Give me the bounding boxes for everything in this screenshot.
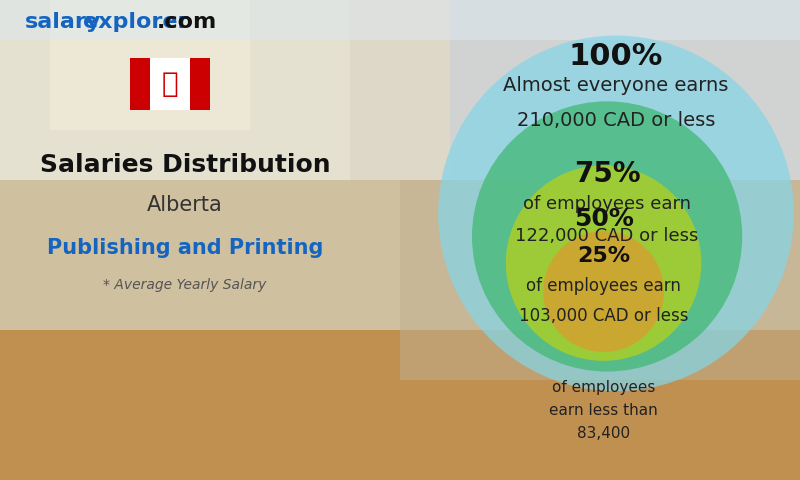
Circle shape (543, 231, 664, 352)
Bar (50, 0, 250, 130)
Text: 50%: 50% (574, 207, 634, 231)
Bar (0, 0, 800, 180)
Text: 25%: 25% (577, 246, 630, 266)
Text: of employees earn: of employees earn (523, 195, 691, 214)
Text: 210,000 CAD or less: 210,000 CAD or less (517, 111, 715, 131)
Bar (190, 58, 210, 110)
Text: earn less than: earn less than (549, 403, 658, 418)
Bar (0, 330, 800, 480)
Text: 103,000 CAD or less: 103,000 CAD or less (519, 308, 688, 325)
Text: 75%: 75% (574, 160, 641, 188)
Circle shape (506, 165, 702, 361)
Text: 83,400: 83,400 (577, 426, 630, 441)
Bar (400, 180, 800, 380)
Bar (0, 180, 800, 330)
Text: .com: .com (157, 12, 218, 32)
Text: Salaries Distribution: Salaries Distribution (40, 153, 330, 177)
Bar (450, 0, 800, 180)
Text: of employees earn: of employees earn (526, 277, 681, 295)
Circle shape (438, 36, 794, 391)
Text: Publishing and Printing: Publishing and Printing (47, 238, 323, 258)
Text: explorer: explorer (83, 12, 189, 32)
Text: 100%: 100% (569, 42, 663, 72)
Text: Almost everyone earns: Almost everyone earns (503, 76, 729, 95)
Text: salary: salary (25, 12, 102, 32)
Bar (130, 58, 210, 110)
Circle shape (472, 101, 742, 372)
Bar (0, 0, 800, 40)
Bar (0, 0, 350, 180)
Text: of employees: of employees (552, 380, 655, 395)
Bar (130, 58, 150, 110)
Text: 122,000 CAD or less: 122,000 CAD or less (515, 228, 698, 245)
Text: * Average Yearly Salary: * Average Yearly Salary (103, 278, 266, 292)
Text: Alberta: Alberta (147, 195, 223, 215)
Text: 🍁: 🍁 (162, 70, 178, 98)
